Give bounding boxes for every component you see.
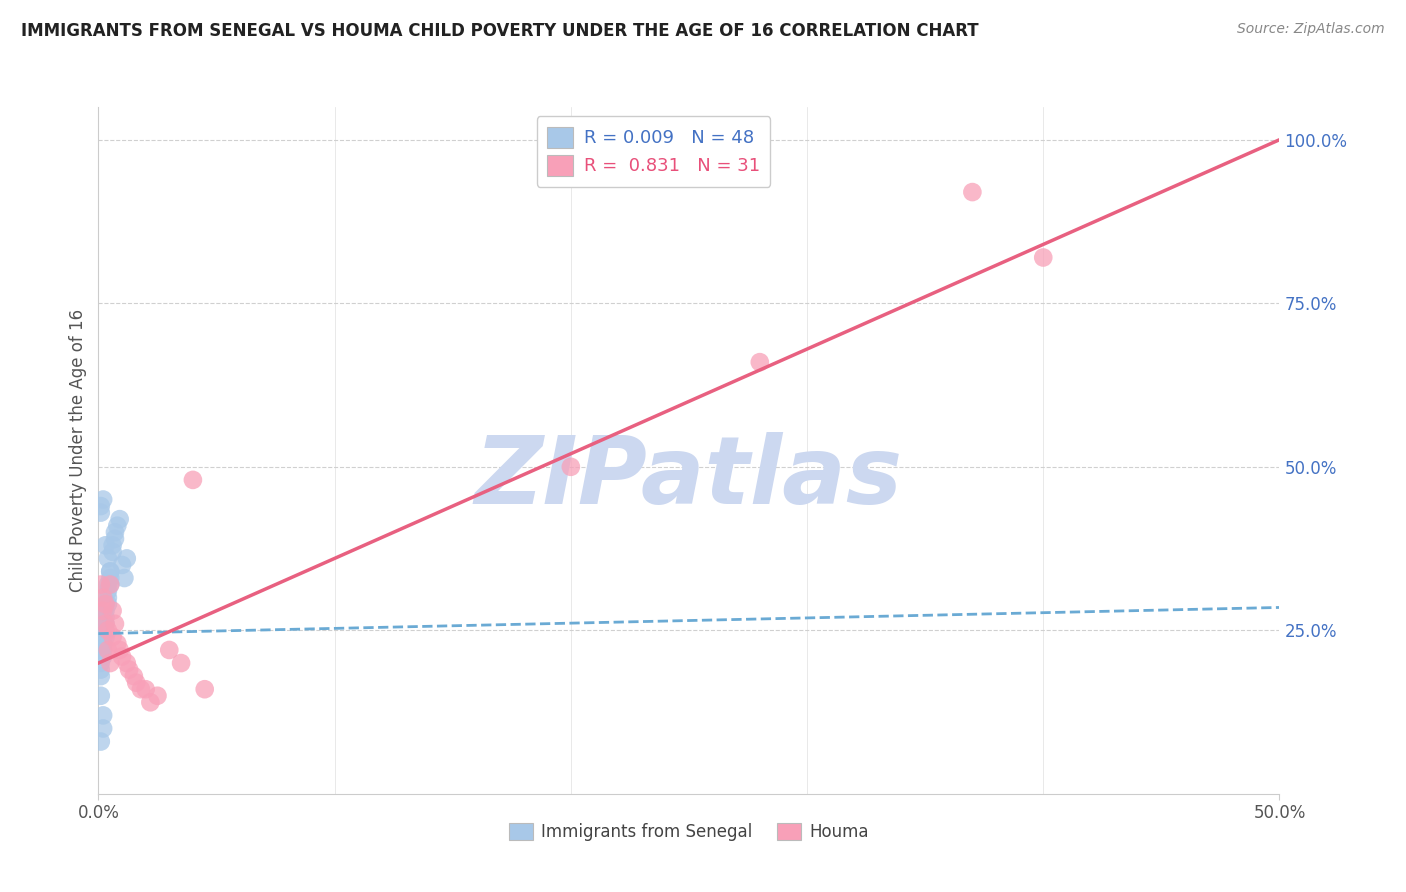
Point [90, 636, 112, 650]
Point [748, 355, 770, 369]
Point [90, 506, 112, 520]
Point [98, 577, 121, 591]
Point [94, 616, 117, 631]
Point [90, 630, 112, 644]
Y-axis label: Child Poverty Under the Age of 16: Child Poverty Under the Age of 16 [69, 309, 87, 592]
Point [194, 682, 217, 697]
Point [94, 624, 117, 638]
Point [94, 616, 117, 631]
Point [91, 708, 114, 723]
Point [91, 624, 114, 638]
Point [91, 604, 114, 618]
Point [115, 551, 138, 566]
Point [105, 636, 128, 650]
Point [90, 689, 112, 703]
Point [91, 722, 114, 736]
Point [98, 565, 121, 579]
Point [90, 624, 112, 638]
Point [91, 636, 114, 650]
Point [90, 669, 112, 683]
Point [90, 643, 112, 657]
Point [135, 682, 157, 697]
Point [98, 656, 121, 670]
Point [94, 538, 117, 552]
Point [112, 571, 135, 585]
Point [104, 525, 127, 540]
Point [91, 649, 114, 664]
Point [962, 185, 984, 199]
Point [90, 577, 112, 591]
Point [97, 597, 120, 611]
Point [90, 616, 112, 631]
Point [118, 663, 141, 677]
Point [94, 597, 117, 611]
Point [91, 604, 114, 618]
Point [97, 551, 120, 566]
Point [91, 630, 114, 644]
Point [122, 669, 145, 683]
Point [97, 577, 120, 591]
Point [560, 459, 582, 474]
Point [91, 591, 114, 605]
Point [101, 545, 124, 559]
Point [101, 630, 124, 644]
Point [97, 591, 120, 605]
Point [90, 734, 112, 748]
Point [111, 649, 134, 664]
Point [125, 675, 148, 690]
Point [101, 604, 124, 618]
Point [97, 643, 120, 657]
Point [146, 689, 169, 703]
Point [98, 571, 121, 585]
Point [170, 656, 193, 670]
Point [181, 473, 204, 487]
Point [94, 604, 117, 618]
Point [91, 616, 114, 631]
Point [94, 610, 117, 624]
Point [104, 532, 127, 546]
Text: ZIPatlas: ZIPatlas [475, 432, 903, 524]
Point [97, 584, 120, 599]
Text: IMMIGRANTS FROM SENEGAL VS HOUMA CHILD POVERTY UNDER THE AGE OF 16 CORRELATION C: IMMIGRANTS FROM SENEGAL VS HOUMA CHILD P… [21, 22, 979, 40]
Text: Source: ZipAtlas.com: Source: ZipAtlas.com [1237, 22, 1385, 37]
Point [91, 643, 114, 657]
Point [94, 597, 117, 611]
Point [157, 643, 180, 657]
Point [91, 610, 114, 624]
Point [90, 663, 112, 677]
Point [91, 492, 114, 507]
Point [90, 499, 112, 513]
Point [98, 565, 121, 579]
Point [90, 656, 112, 670]
Point [111, 558, 134, 572]
Point [139, 695, 162, 709]
Point [108, 643, 131, 657]
Legend: Immigrants from Senegal, Houma: Immigrants from Senegal, Houma [503, 816, 875, 847]
Point [108, 512, 131, 526]
Point [97, 624, 120, 638]
Point [105, 518, 128, 533]
Point [98, 577, 121, 591]
Point [129, 682, 152, 697]
Point [1032, 251, 1054, 265]
Point [115, 656, 138, 670]
Point [94, 630, 117, 644]
Point [101, 538, 124, 552]
Point [104, 616, 127, 631]
